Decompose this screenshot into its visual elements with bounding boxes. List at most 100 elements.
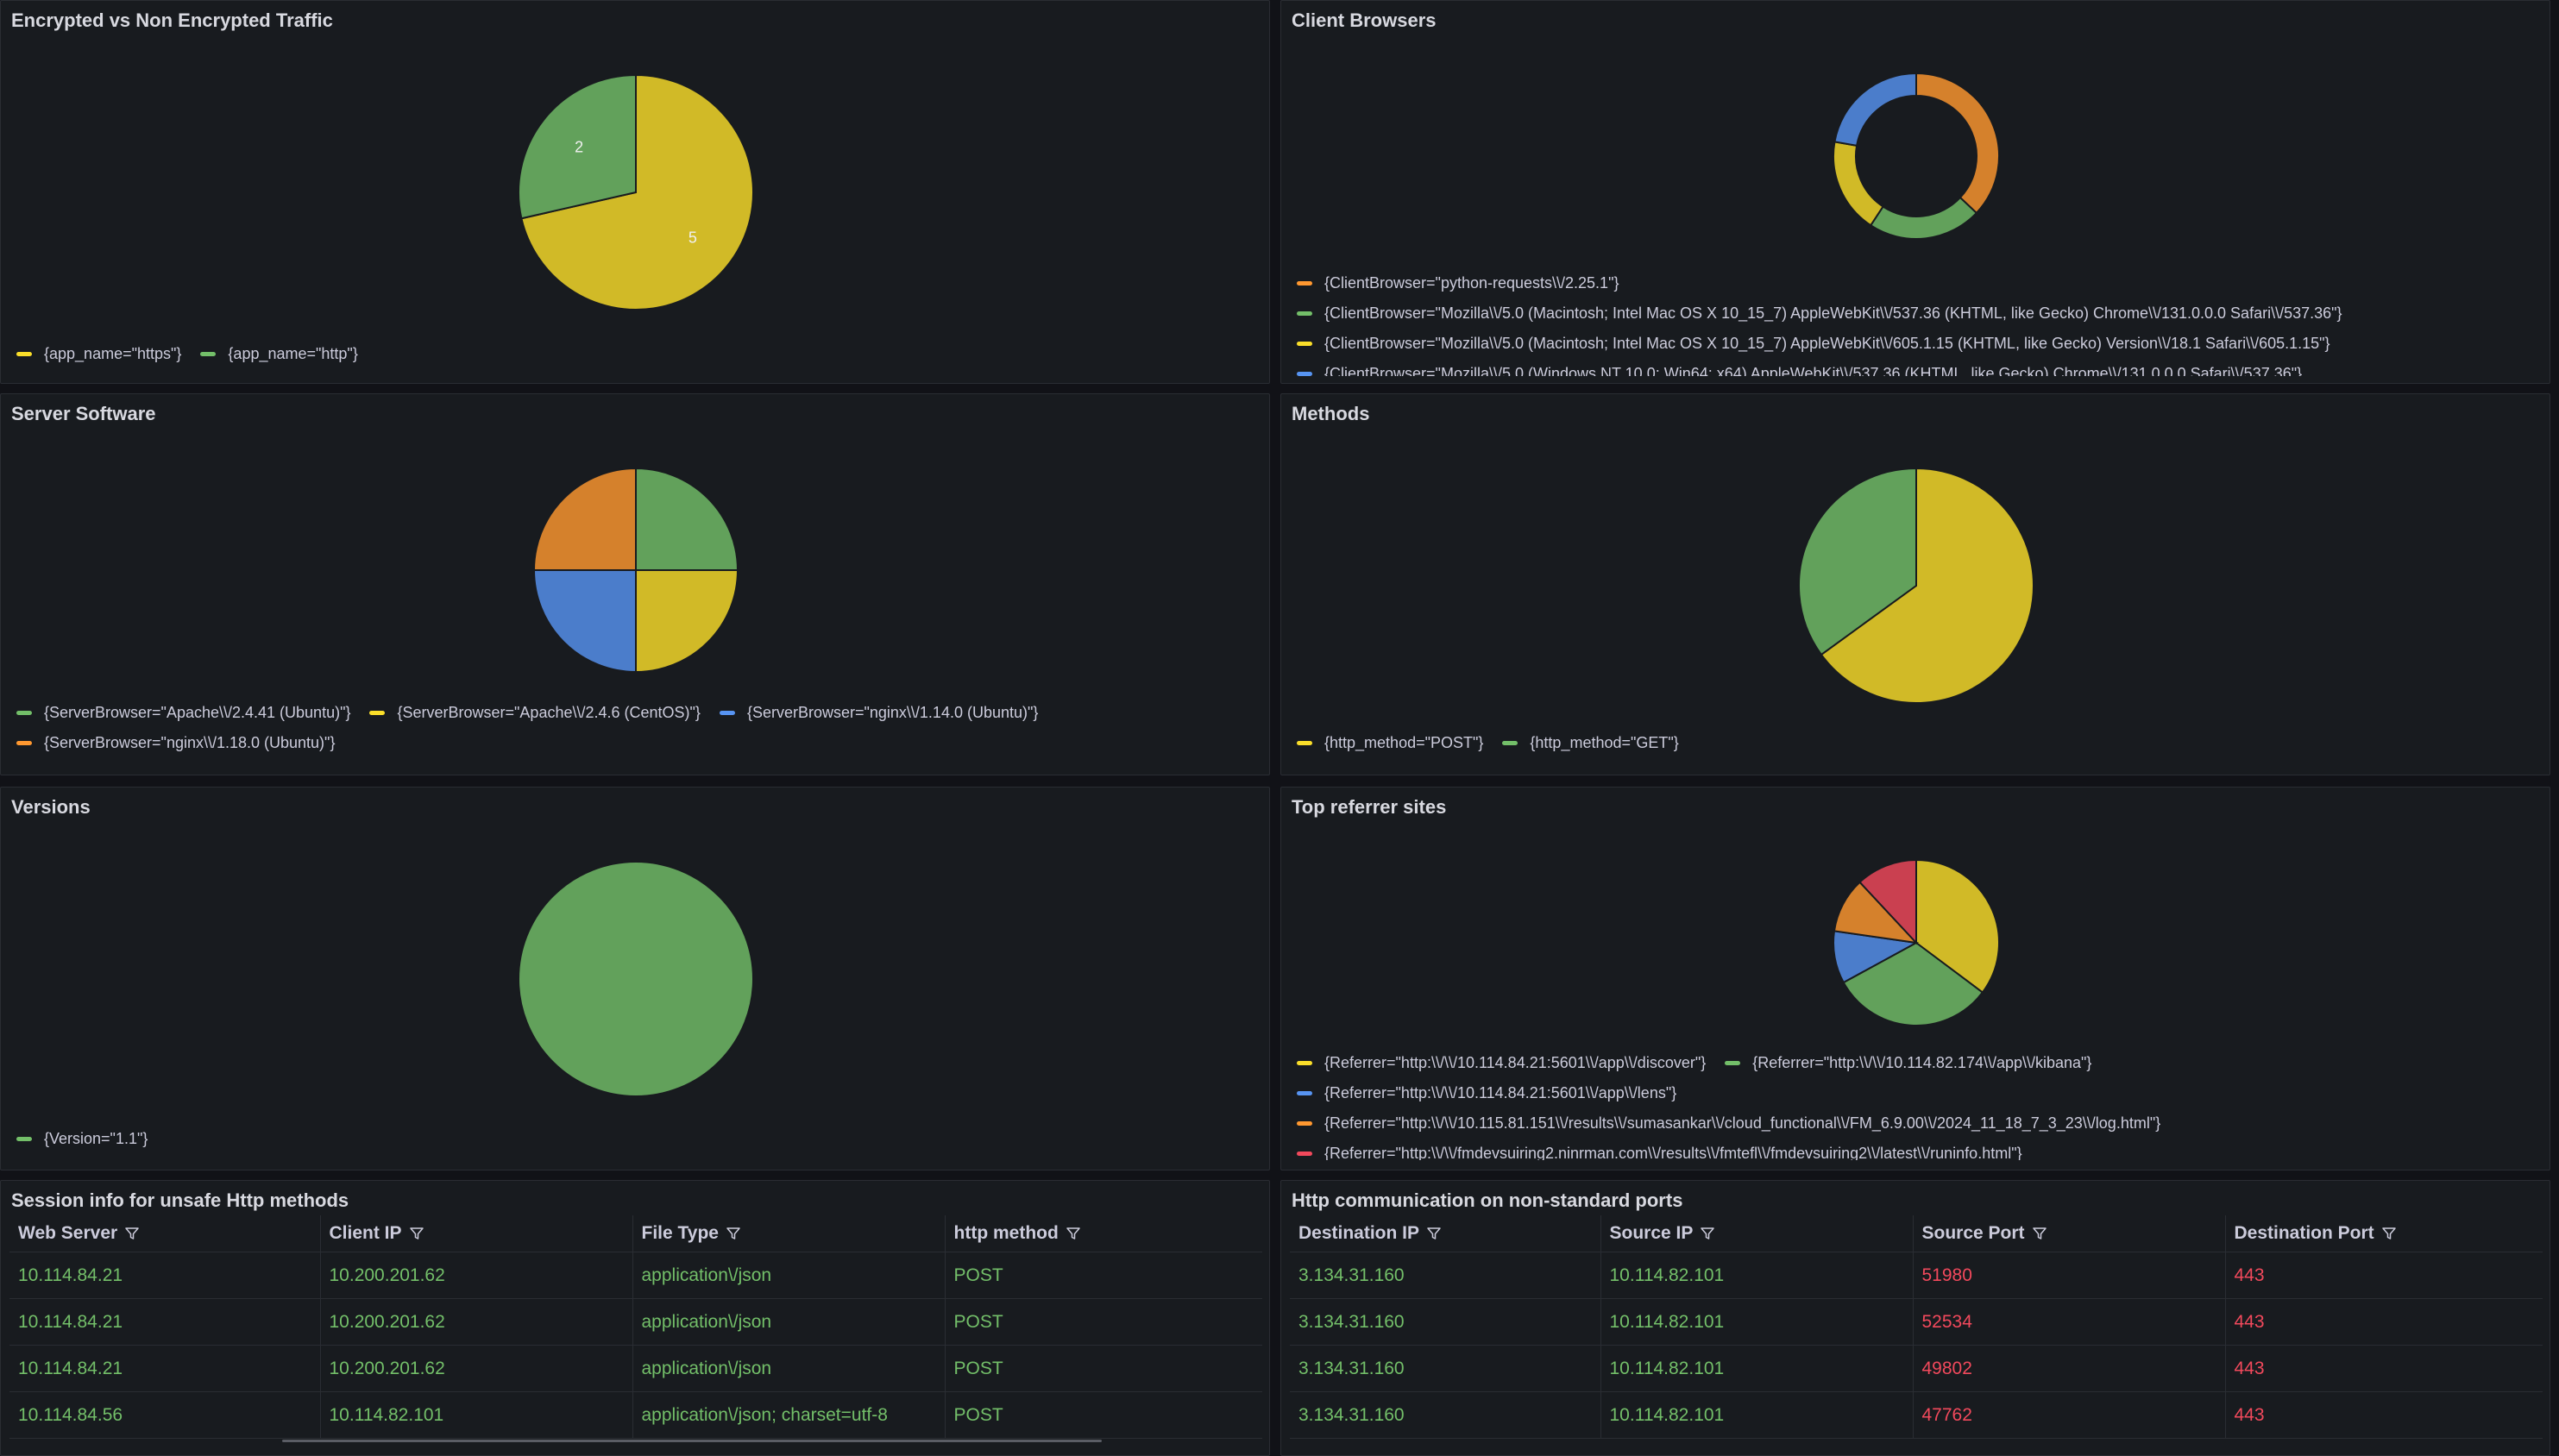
- panel-title[interactable]: Client Browsers: [1292, 9, 1437, 31]
- legend-label: {Referrer="http:\\/\\/10.114.84.21:5601\…: [1324, 1054, 1707, 1071]
- filter-icon[interactable]: [2032, 1226, 2047, 1241]
- cell-client-ip: 10.200.201.62: [319, 1252, 632, 1299]
- pie-chart-methods: [1798, 467, 2034, 704]
- legend-item-safari-mac[interactable]: {ClientBrowser="Mozilla\\/5.0 (Macintosh…: [1297, 335, 2330, 353]
- column-header-web-server[interactable]: Web Server: [9, 1215, 320, 1252]
- filter-icon[interactable]: [409, 1226, 424, 1241]
- pie-slice-green[interactable]: [518, 73, 637, 220]
- cell-destination-port: 443: [2224, 1391, 2543, 1439]
- filter-icon[interactable]: [1700, 1226, 1715, 1241]
- column-header-client-ip[interactable]: Client IP: [319, 1215, 632, 1252]
- pie-slice-blue[interactable]: [532, 569, 637, 674]
- cell-file-type: application\/json: [632, 1298, 945, 1346]
- legend-item-https[interactable]: {app_name="https"}: [16, 345, 181, 363]
- panel-title[interactable]: Top referrer sites: [1292, 796, 1447, 818]
- pie-slice-orange[interactable]: [1915, 72, 2000, 215]
- legend-item-get[interactable]: {http_method="GET"}: [1502, 734, 1679, 752]
- legend-item-http[interactable]: {app_name="http"}: [200, 345, 358, 363]
- column-label: Source IP: [1609, 1223, 1694, 1243]
- filter-icon[interactable]: [726, 1226, 741, 1241]
- pie-slice-orange[interactable]: [532, 467, 637, 571]
- series-swatch: [16, 741, 32, 745]
- legend-item-python-requests[interactable]: {ClientBrowser="python-requests\\/2.25.1…: [1297, 274, 1619, 292]
- legend-item-nginx-1140[interactable]: {ServerBrowser="nginx\\/1.14.0 (Ubuntu)"…: [719, 704, 1038, 722]
- table-row[interactable]: 3.134.31.160 10.114.82.101 49802 443: [1290, 1345, 2543, 1392]
- table-row[interactable]: 10.114.84.21 10.200.201.62 application\/…: [9, 1345, 1262, 1392]
- panel-title[interactable]: Http communication on non-standard ports: [1292, 1189, 1683, 1211]
- table-row[interactable]: 3.134.31.160 10.114.82.101 47762 443: [1290, 1391, 2543, 1439]
- pie-slice-red[interactable]: [1858, 858, 1917, 945]
- legend-item-lens[interactable]: {Referrer="http:\\/\\/10.114.84.21:5601\…: [1297, 1084, 1676, 1102]
- slice-value-label: 5: [688, 229, 697, 247]
- legend-item-version-11[interactable]: {Version="1.1"}: [16, 1130, 148, 1148]
- pie-slice-blue[interactable]: [1833, 72, 1917, 147]
- series-swatch: [16, 711, 32, 715]
- legend: {Version="1.1"}: [16, 1124, 167, 1154]
- legend-item-kibana[interactable]: {Referrer="http:\\/\\/10.114.82.174\\/ap…: [1725, 1054, 2091, 1072]
- pie-chart-versions: [518, 861, 754, 1097]
- panel-title[interactable]: Methods: [1292, 403, 1370, 424]
- pie-slice-yellow[interactable]: [1820, 467, 2034, 704]
- column-header-file-type[interactable]: File Type: [632, 1215, 945, 1252]
- pie-chart-referrer: [1833, 858, 2000, 1026]
- legend-label: {ClientBrowser="Mozilla\\/5.0 (Macintosh…: [1324, 335, 2330, 352]
- pie-slice-green[interactable]: [1869, 196, 1978, 240]
- legend-item-chrome-windows[interactable]: {ClientBrowser="Mozilla\\/5.0 (Windows N…: [1297, 365, 2302, 376]
- horizontal-scrollbar[interactable]: [282, 1440, 1102, 1442]
- column-header-source-ip[interactable]: Source IP: [1600, 1215, 1913, 1252]
- column-header-http-method[interactable]: http method: [944, 1215, 1262, 1252]
- legend-item-runinfo[interactable]: {Referrer="http:\\/\\/fmdevsuiring2.ninr…: [1297, 1145, 2022, 1160]
- table-row[interactable]: 10.114.84.56 10.114.82.101 application\/…: [9, 1391, 1262, 1439]
- column-header-destination-ip[interactable]: Destination IP: [1290, 1215, 1600, 1252]
- table-row[interactable]: 10.114.84.21 10.200.201.62 application\/…: [9, 1298, 1262, 1346]
- series-swatch: [1297, 741, 1312, 745]
- legend: {app_name="https"} {app_name="http"}: [16, 339, 377, 369]
- legend: {ClientBrowser="python-requests\\/2.25.1…: [1297, 268, 2361, 376]
- legend-item-apache-2441[interactable]: {ServerBrowser="Apache\\/2.4.41 (Ubuntu)…: [16, 704, 350, 722]
- pie-slice-green[interactable]: [1842, 941, 1984, 1026]
- column-header-source-port[interactable]: Source Port: [1912, 1215, 2225, 1252]
- filter-icon[interactable]: [1066, 1226, 1081, 1241]
- legend-item-log-html[interactable]: {Referrer="http:\\/\\/10.115.81.151\\/re…: [1297, 1114, 2160, 1133]
- legend-item-post[interactable]: {http_method="POST"}: [1297, 734, 1483, 752]
- table-row[interactable]: 10.114.84.21 10.200.201.62 application\/…: [9, 1252, 1262, 1299]
- legend-label: {ServerBrowser="Apache\\/2.4.6 (CentOS)"…: [397, 704, 701, 721]
- series-swatch: [200, 352, 217, 356]
- cell-client-ip: 10.200.201.62: [319, 1298, 632, 1346]
- series-swatch: [1297, 1121, 1312, 1126]
- legend: {ServerBrowser="Apache\\/2.4.41 (Ubuntu)…: [16, 698, 1057, 758]
- pie-slice-yellow[interactable]: [1833, 141, 1884, 227]
- filter-icon[interactable]: [124, 1226, 140, 1241]
- legend-item-discover[interactable]: {Referrer="http:\\/\\/10.114.84.21:5601\…: [1297, 1054, 1706, 1072]
- pie-slice-green[interactable]: [635, 467, 739, 571]
- table-row[interactable]: 3.134.31.160 10.114.82.101 52534 443: [1290, 1298, 2543, 1346]
- series-swatch: [16, 1137, 32, 1141]
- legend-item-chrome-mac[interactable]: {ClientBrowser="Mozilla\\/5.0 (Macintosh…: [1297, 304, 2342, 323]
- pie-slice-green[interactable]: [518, 861, 754, 1097]
- panel-non-standard-ports: Http communication on non-standard ports…: [1280, 1180, 2550, 1456]
- cell-source-ip: 10.114.82.101: [1600, 1391, 1913, 1439]
- cell-http-method: POST: [944, 1345, 1262, 1392]
- table-row[interactable]: 3.134.31.160 10.114.82.101 51980 443: [1290, 1252, 2543, 1299]
- cell-web-server: 10.114.84.21: [9, 1345, 320, 1392]
- pie-slice-green[interactable]: [1798, 467, 1917, 656]
- panel-title[interactable]: Session info for unsafe Http methods: [11, 1189, 349, 1211]
- cell-file-type: application\/json: [632, 1345, 945, 1392]
- pie-slice-yellow[interactable]: [520, 73, 754, 311]
- panel-title[interactable]: Server Software: [11, 403, 156, 424]
- filter-icon[interactable]: [1426, 1226, 1442, 1241]
- pie-slice-yellow[interactable]: [1915, 858, 2000, 994]
- panel-title[interactable]: Encrypted vs Non Encrypted Traffic: [11, 9, 333, 31]
- legend-item-nginx-1180[interactable]: {ServerBrowser="nginx\\/1.18.0 (Ubuntu)"…: [16, 734, 335, 752]
- filter-icon[interactable]: [2381, 1226, 2397, 1241]
- panel-title[interactable]: Versions: [11, 796, 91, 818]
- pie-slice-yellow[interactable]: [635, 569, 739, 674]
- legend-label: {Version="1.1"}: [44, 1130, 148, 1147]
- cell-http-method: POST: [944, 1252, 1262, 1299]
- panel-top-referrer-sites: Top referrer sites {Referrer="http:\\/\\…: [1280, 787, 2550, 1170]
- column-header-destination-port[interactable]: Destination Port: [2224, 1215, 2543, 1252]
- cell-destination-ip: 3.134.31.160: [1290, 1391, 1600, 1439]
- legend-item-apache-246[interactable]: {ServerBrowser="Apache\\/2.4.6 (CentOS)"…: [369, 704, 701, 722]
- legend-label: {http_method="POST"}: [1324, 734, 1484, 751]
